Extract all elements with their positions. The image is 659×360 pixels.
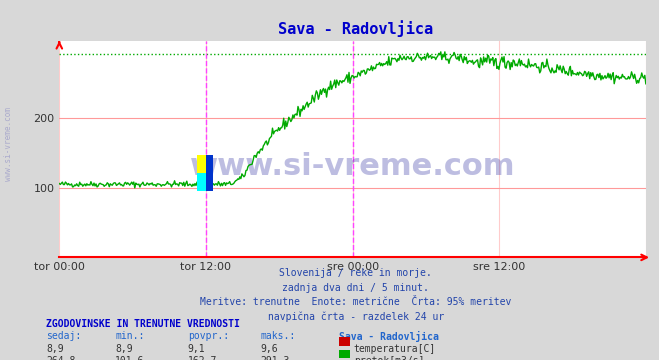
Bar <box>206 155 214 191</box>
Text: 101,6: 101,6 <box>115 356 145 360</box>
Text: www.si-vreme.com: www.si-vreme.com <box>190 152 515 181</box>
Text: zadnja dva dni / 5 minut.: zadnja dva dni / 5 minut. <box>283 283 429 293</box>
Text: min.:: min.: <box>115 331 145 341</box>
Text: ZGODOVINSKE IN TRENUTNE VREDNOSTI: ZGODOVINSKE IN TRENUTNE VREDNOSTI <box>46 319 240 329</box>
Text: 9,6: 9,6 <box>260 344 278 354</box>
Text: 8,9: 8,9 <box>46 344 64 354</box>
Text: navpična črta - razdelek 24 ur: navpična črta - razdelek 24 ur <box>268 311 444 322</box>
Text: Slovenija / reke in morje.: Slovenija / reke in morje. <box>279 268 432 278</box>
Bar <box>198 173 206 191</box>
Text: 162,7: 162,7 <box>188 356 217 360</box>
Text: maks.:: maks.: <box>260 331 295 341</box>
Text: Sava - Radovljica: Sava - Radovljica <box>339 331 440 342</box>
Text: povpr.:: povpr.: <box>188 331 229 341</box>
Text: www.si-vreme.com: www.si-vreme.com <box>4 107 13 181</box>
Text: pretok[m3/s]: pretok[m3/s] <box>354 356 424 360</box>
Text: 291,3: 291,3 <box>260 356 290 360</box>
Text: sedaj:: sedaj: <box>46 331 81 341</box>
Bar <box>198 155 206 173</box>
Text: Meritve: trenutne  Enote: metrične  Črta: 95% meritev: Meritve: trenutne Enote: metrične Črta: … <box>200 297 511 307</box>
Text: 8,9: 8,9 <box>115 344 133 354</box>
Text: 9,1: 9,1 <box>188 344 206 354</box>
Text: temperatura[C]: temperatura[C] <box>354 344 436 354</box>
Text: Sava - Radovljica: Sava - Radovljica <box>278 20 434 37</box>
Text: 264,8: 264,8 <box>46 356 76 360</box>
